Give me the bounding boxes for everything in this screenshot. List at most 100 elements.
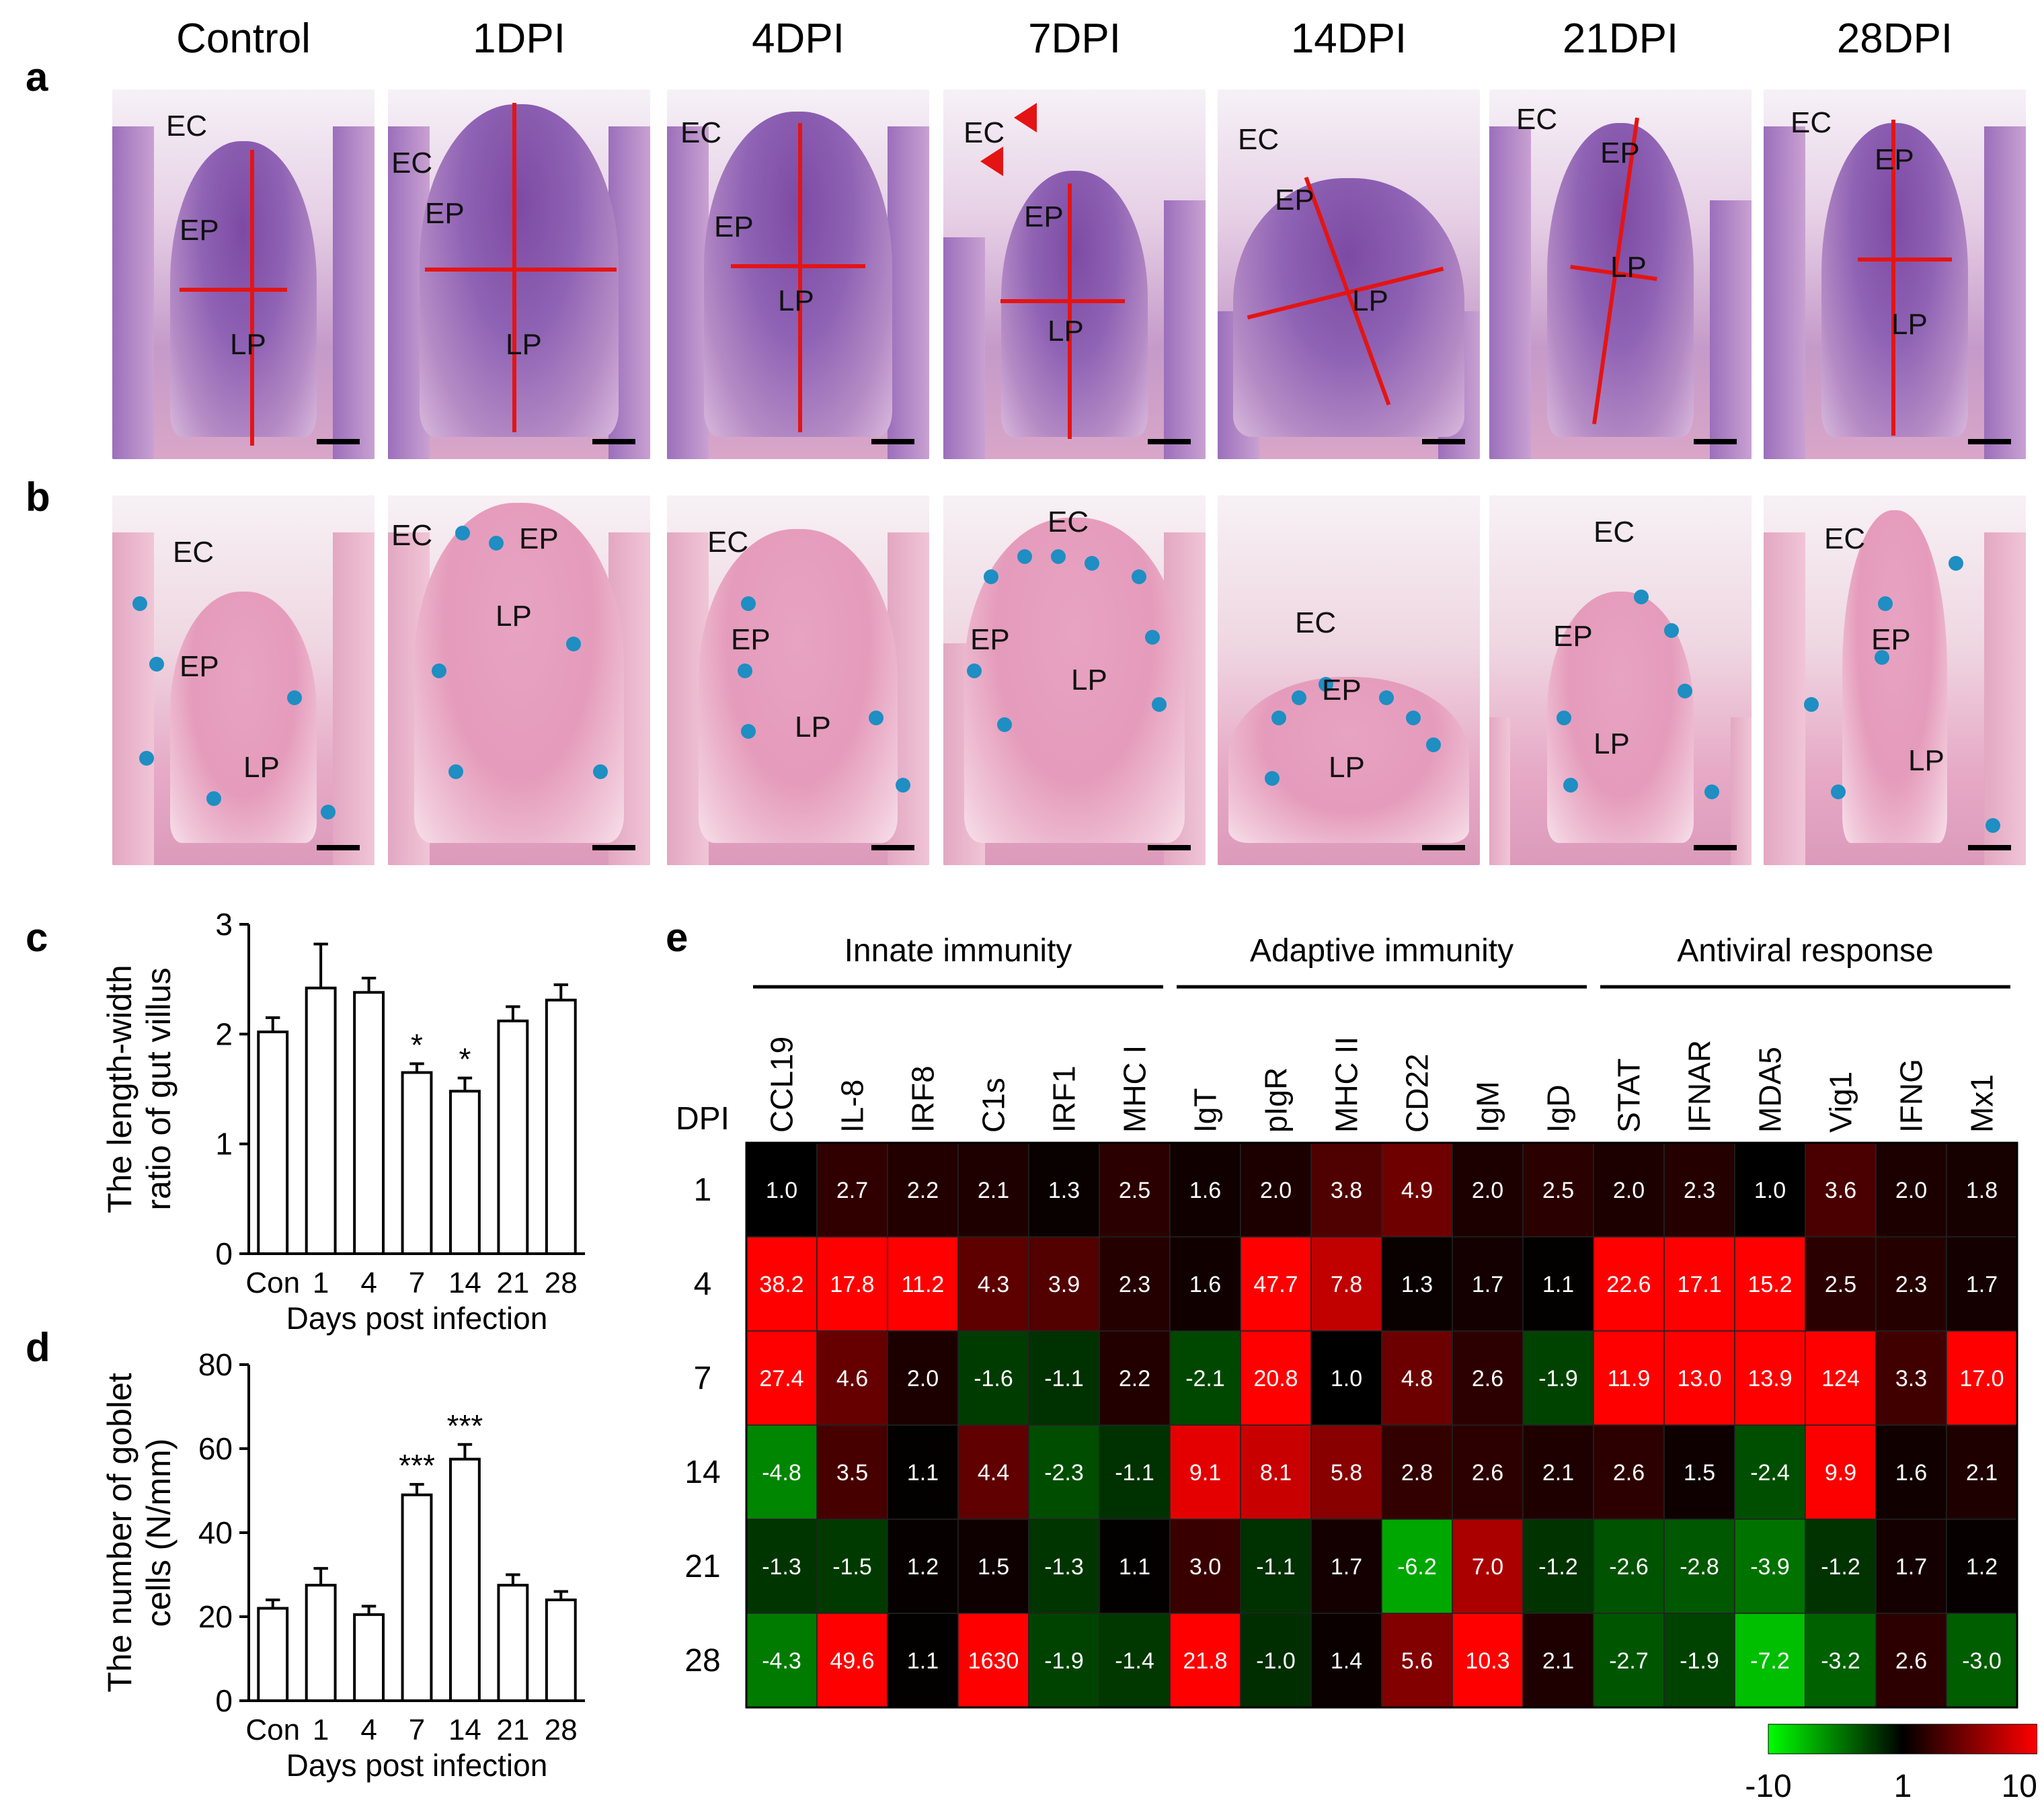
label-lp: LP — [778, 284, 814, 317]
cell-value: 5.8 — [1331, 1460, 1362, 1486]
cell-value: -6.2 — [1397, 1554, 1437, 1580]
heatmap-cell — [1240, 1330, 1312, 1426]
cell-value: 1.0 — [1331, 1366, 1362, 1392]
label-ec: EC — [964, 116, 1005, 149]
x-tick-label: 1 — [313, 1266, 329, 1299]
heatmap-cell — [1593, 1236, 1665, 1332]
heatmap-cell — [1240, 1236, 1312, 1332]
scale-bar — [592, 439, 635, 444]
heatmap-cell — [1028, 1519, 1100, 1614]
ab-micrograph-21dpi: EC EP LP — [1489, 495, 1752, 865]
column-label: IFNG — [1894, 1059, 1929, 1133]
heatmap-cell — [1240, 1613, 1312, 1708]
y-tick-label: 3 — [215, 911, 233, 942]
cell-value: 2.0 — [1613, 1178, 1645, 1203]
cell-value: -4.8 — [762, 1460, 801, 1486]
label-ep: EP — [1600, 136, 1640, 169]
heatmap-cell — [1875, 1236, 1947, 1332]
scale-bar — [1422, 439, 1465, 444]
label-lp: LP — [1908, 744, 1944, 777]
cell-value: -4.3 — [762, 1648, 801, 1674]
heatmap-cell — [1381, 1519, 1453, 1614]
cell-value: 1.1 — [907, 1648, 939, 1674]
x-tick-label: 28 — [545, 1266, 578, 1299]
cell-value: 9.1 — [1189, 1460, 1221, 1486]
column-header-control: Control — [176, 15, 311, 62]
cell-value: 5.6 — [1401, 1648, 1433, 1674]
x-tick-label: 7 — [409, 1266, 425, 1299]
heatmap-cell — [1946, 1236, 2018, 1332]
heatmap-cell — [1310, 1330, 1382, 1426]
heatmap-cell — [1875, 1519, 1947, 1614]
cell-value: -3.2 — [1821, 1648, 1860, 1674]
heatmap-cell — [1593, 1519, 1665, 1614]
heatmap-cell — [1522, 1142, 1594, 1238]
label-ep: EP — [1024, 200, 1064, 233]
scale-bar — [871, 439, 914, 444]
column-header-21dpi: 21DPI — [1562, 15, 1679, 62]
cell-value: 3.5 — [836, 1460, 868, 1486]
heatmap-cell — [1240, 1424, 1312, 1520]
cell-value: 1.7 — [1472, 1272, 1503, 1297]
y-tick-label: 0 — [215, 1683, 233, 1718]
heatmap-cell — [1522, 1613, 1594, 1708]
cell-value: 15.2 — [1747, 1272, 1792, 1297]
bar — [497, 1019, 529, 1255]
heatmap-cell — [1734, 1519, 1806, 1614]
cell-value: 2.5 — [1119, 1178, 1150, 1203]
ab-micrograph-1dpi: EC EP LP — [388, 495, 650, 865]
heatmap-cell — [1310, 1613, 1382, 1708]
heatmap-cell — [1381, 1424, 1453, 1520]
heatmap-cell — [1805, 1424, 1877, 1520]
cell-value: -1.9 — [1044, 1648, 1084, 1674]
cell-value: 13.0 — [1677, 1366, 1721, 1392]
heatmap-cell — [1452, 1613, 1524, 1708]
label-ec: EC — [1824, 522, 1866, 555]
label-ep: EP — [1875, 143, 1914, 176]
cell-value: 22.6 — [1606, 1272, 1651, 1297]
y-tick-label: 60 — [198, 1431, 233, 1466]
cell-value: 2.1 — [1966, 1460, 1998, 1486]
column-label: IFNAR — [1682, 1040, 1717, 1133]
heatmap-cell — [1875, 1424, 1947, 1520]
heatmap-cell — [816, 1330, 888, 1426]
cell-value: 1.6 — [1189, 1272, 1221, 1297]
heatmap-cell — [1946, 1613, 2018, 1708]
cell-value: -1.1 — [1044, 1366, 1084, 1392]
cell-value: -2.7 — [1609, 1648, 1649, 1674]
heatmap-cell — [1452, 1142, 1524, 1238]
scale-bar — [1694, 439, 1737, 444]
heatmap-cell — [1240, 1519, 1312, 1614]
heatmap-cell — [1805, 1142, 1877, 1238]
cell-value: 2.0 — [1895, 1178, 1927, 1203]
bar — [257, 1031, 289, 1255]
label-lp: LP — [243, 751, 280, 784]
bar — [305, 986, 337, 1255]
heatmap-cell — [1099, 1330, 1171, 1426]
cell-value: 1.7 — [1966, 1272, 1998, 1297]
row-label: 21 — [684, 1549, 720, 1584]
cell-value: 2.5 — [1825, 1272, 1856, 1297]
cell-value: 2.1 — [1542, 1460, 1574, 1486]
bar — [353, 991, 385, 1256]
scale-bar — [317, 439, 360, 444]
heatmap-cell — [1099, 1519, 1171, 1614]
group-header: Adaptive immunity — [1250, 934, 1514, 969]
cell-value: 1.7 — [1895, 1554, 1927, 1580]
row-label: 7 — [694, 1361, 712, 1396]
cell-value: 1.3 — [1401, 1272, 1433, 1297]
column-label: MDA5 — [1753, 1047, 1788, 1133]
x-tick-label: 21 — [496, 1713, 529, 1746]
label-ec: EC — [1048, 506, 1089, 538]
label-lp: LP — [496, 600, 532, 633]
heatmap-cell — [746, 1519, 818, 1614]
cell-value: 7.8 — [1331, 1272, 1362, 1297]
heatmap-cell — [816, 1236, 888, 1332]
heatmap-cell — [1805, 1236, 1877, 1332]
cell-value: 9.9 — [1825, 1460, 1856, 1486]
label-ep: EP — [970, 623, 1010, 656]
cell-value: 1.1 — [907, 1460, 939, 1486]
heatmap-cell — [1028, 1424, 1100, 1520]
heatmap-cell — [1593, 1330, 1665, 1426]
label-ep: EP — [1275, 184, 1314, 216]
